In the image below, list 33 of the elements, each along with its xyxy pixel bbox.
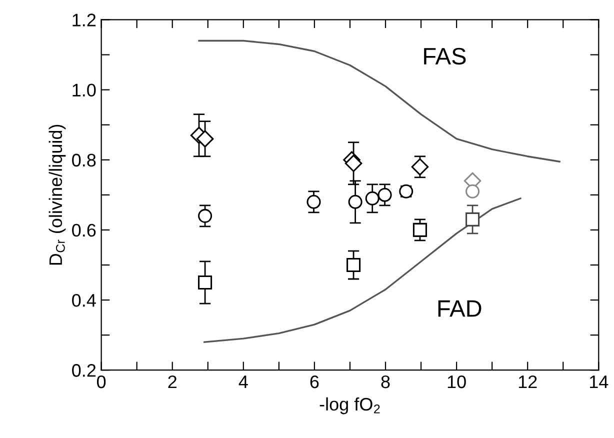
point bbox=[198, 275, 212, 290]
x-tick-label: 14 bbox=[590, 376, 608, 388]
y-tick-label: 1.0 bbox=[72, 84, 96, 97]
x-tick-label: 0 bbox=[96, 375, 106, 388]
point bbox=[196, 130, 214, 148]
point bbox=[378, 188, 392, 202]
x-tick-label: 4 bbox=[238, 376, 248, 388]
y-tick-label: 0.2 bbox=[72, 364, 96, 377]
point bbox=[348, 194, 362, 209]
point bbox=[346, 258, 361, 272]
point bbox=[412, 222, 427, 237]
y-axis-title: D$_{Cr}$ (olivine/liquid) bbox=[48, 124, 66, 265]
x-tick-label: 8 bbox=[381, 375, 390, 388]
point bbox=[365, 191, 380, 206]
x-axis-title: -log fO$_{2}$ bbox=[320, 397, 380, 414]
y-tick-label: 0.6 bbox=[72, 224, 96, 237]
point bbox=[344, 154, 362, 172]
y-tick-label: 1.2 bbox=[72, 14, 96, 26]
x-tick-label: 10 bbox=[448, 375, 466, 388]
point bbox=[198, 208, 212, 223]
annotation: FAS bbox=[424, 48, 466, 65]
line-series bbox=[203, 198, 522, 343]
point bbox=[411, 158, 429, 176]
point bbox=[306, 194, 321, 209]
x-tick-label: 12 bbox=[518, 375, 537, 388]
x-tick-label: 6 bbox=[310, 375, 319, 388]
y-tick-label: 0.4 bbox=[72, 294, 96, 307]
line-series bbox=[198, 40, 560, 162]
point bbox=[466, 184, 480, 198]
y-tick-label: 0.8 bbox=[72, 154, 96, 167]
x-tick-label: 2 bbox=[168, 375, 176, 388]
point bbox=[466, 212, 480, 226]
annotation: FAD bbox=[438, 300, 482, 317]
